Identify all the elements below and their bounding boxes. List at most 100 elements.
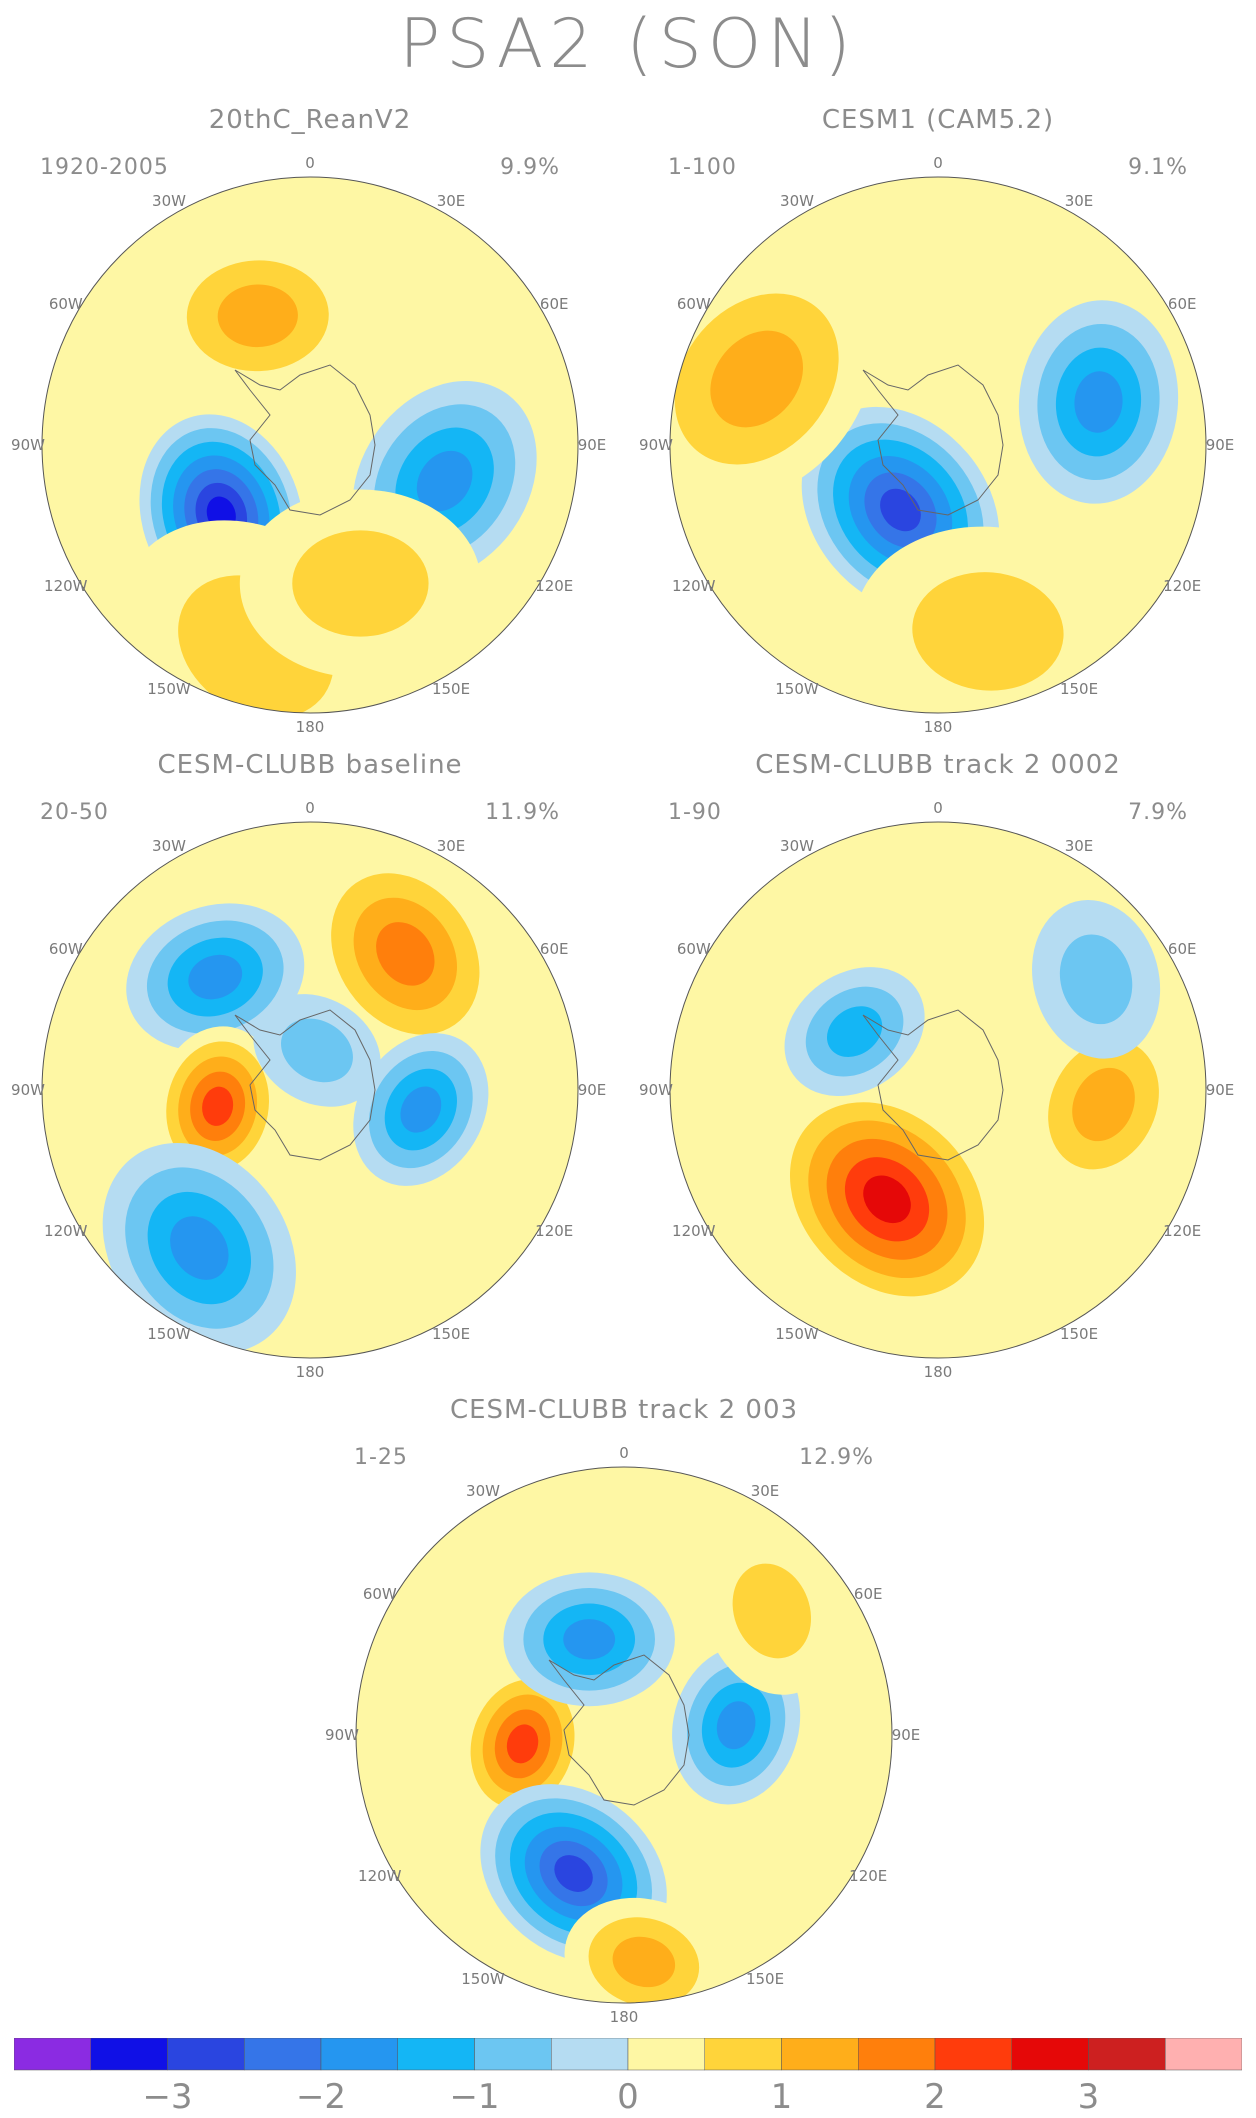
- colorbar-swatch: [934, 2038, 1012, 2071]
- colorbar-swatch: [858, 2038, 936, 2071]
- longitude-label: 60E: [540, 295, 569, 313]
- polar-map: 0 30E 60E 90E 120E 150E 180 150W 120W 90W 60W 30W: [639, 799, 1235, 1381]
- colorbar-swatch: [244, 2038, 322, 2071]
- longitude-label: 150E: [1060, 680, 1098, 698]
- antarctica-coastline: [234, 1009, 376, 1161]
- longitude-label: 120E: [535, 1222, 573, 1240]
- panel-title: CESM-CLUBB baseline: [157, 750, 463, 780]
- map-panel: CESM1 (CAM5.2) 1-100 9.1% 0 30E 60E 90E 120E 150…: [628, 105, 1248, 745]
- antarctica-coastline: [862, 1009, 1004, 1161]
- longitude-label: 0: [933, 154, 943, 172]
- longitude-label: 0: [933, 799, 943, 817]
- period-label: 1-100: [668, 155, 737, 180]
- polar-map: 0 30E 60E 90E 120E 150E 180 150W 120W 90W 60W 30W: [11, 154, 607, 736]
- colorbar-swatch: [167, 2038, 245, 2071]
- colorbar-tick-label: 2: [924, 2077, 946, 2117]
- antarctica-coastline: [234, 364, 376, 516]
- panel-title: CESM1 (CAM5.2): [821, 105, 1055, 135]
- longitude-label: 30E: [751, 1482, 780, 1500]
- antarctica-coastline: [548, 1654, 690, 1806]
- anomaly-contour: [612, 1936, 676, 1988]
- longitude-label: 90W: [639, 1081, 673, 1099]
- longitude-label: 90E: [578, 436, 607, 454]
- anomaly-contour: [376, 922, 435, 986]
- anomaly-contour: [880, 488, 921, 532]
- anomaly-contour: [188, 954, 243, 1000]
- anomaly-contour: [416, 450, 473, 512]
- longitude-label: 30W: [466, 1482, 500, 1500]
- map-panel: CESM-CLUBB track 2 0002 1-90 7.9% 0 30E 60E 90…: [628, 750, 1248, 1390]
- colorbar-tick-label: −2: [296, 2077, 346, 2117]
- longitude-label: 30E: [1065, 192, 1094, 210]
- anomaly-contour: [1072, 1067, 1135, 1142]
- panel-title: 20thC_ReanV2: [208, 105, 412, 135]
- colorbar-tick-label: 3: [1078, 2077, 1100, 2117]
- colorbar-swatch: [14, 2038, 91, 2071]
- longitude-label: 120E: [1163, 1222, 1201, 1240]
- anomaly-contour: [506, 1724, 539, 1764]
- anomaly-contour: [1074, 371, 1123, 433]
- colorbar-tick-label: 1: [771, 2077, 793, 2117]
- colorbar-tick-label: −1: [449, 2077, 499, 2117]
- longitude-label: 150W: [147, 1325, 191, 1343]
- anomaly-contour: [554, 1855, 593, 1892]
- longitude-label: 60E: [1168, 940, 1197, 958]
- colorbar-tick-label: −3: [142, 2077, 192, 2117]
- longitude-label: 30W: [780, 192, 814, 210]
- map-border: [669, 821, 1207, 1359]
- colorbar-swatch: [90, 2038, 168, 2071]
- anomaly-contour: [202, 1086, 234, 1126]
- colorbar-swatch: [1088, 2038, 1166, 2071]
- longitude-label: 90W: [325, 1726, 359, 1744]
- longitude-label: 120W: [358, 1867, 402, 1885]
- anomaly-contour: [400, 1086, 442, 1133]
- anomaly-contour: [732, 1563, 812, 1659]
- map-panel: CESM-CLUBB track 2 003 1-25 12.9% 0 30E 60E 90…: [314, 1395, 934, 2035]
- longitude-label: 30E: [437, 837, 466, 855]
- longitude-label: 30E: [1065, 837, 1094, 855]
- longitude-label: 60W: [677, 940, 711, 958]
- longitude-label: 180: [610, 2008, 639, 2026]
- colorbar-swatch: [320, 2038, 398, 2071]
- variance-label: 12.9%: [799, 1445, 874, 1470]
- longitude-label: 180: [924, 718, 953, 736]
- colorbar-swatch: [627, 2038, 705, 2071]
- colorbar-swatch: [474, 2038, 552, 2071]
- colorbar-swatch: [397, 2038, 475, 2071]
- longitude-label: 60W: [677, 295, 711, 313]
- anomaly-contour: [716, 1701, 756, 1750]
- colorbar-swatch: [781, 2038, 859, 2071]
- longitude-label: 150E: [432, 680, 470, 698]
- anomaly-contour: [710, 330, 804, 428]
- anomaly-contour: [217, 284, 298, 348]
- longitude-label: 60E: [854, 1585, 883, 1603]
- longitude-label: 60E: [1168, 295, 1197, 313]
- longitude-label: 150E: [432, 1325, 470, 1343]
- panel-title: CESM-CLUBB track 2 003: [449, 1395, 799, 1425]
- longitude-label: 90E: [892, 1726, 921, 1744]
- longitude-label: 90E: [1206, 1081, 1235, 1099]
- longitude-label: 90W: [11, 1081, 45, 1099]
- longitude-label: 0: [619, 1444, 629, 1462]
- longitude-label: 120W: [44, 1222, 88, 1240]
- anomaly-contour: [563, 1619, 616, 1660]
- period-label: 20-50: [40, 800, 109, 825]
- longitude-label: 60W: [363, 1585, 397, 1603]
- period-label: 1920-2005: [40, 155, 169, 180]
- longitude-label: 90E: [578, 1081, 607, 1099]
- polar-map: 0 30E 60E 90E 120E 150E 180 150W 120W 90W 60W 30W: [11, 799, 607, 1381]
- longitude-label: 60W: [49, 940, 83, 958]
- variance-label: 11.9%: [485, 800, 560, 825]
- anomaly-contour: [863, 1175, 911, 1224]
- longitude-label: 120W: [672, 1222, 716, 1240]
- map-panel: CESM-CLUBB baseline 20-50 11.9% 0 30E 60E 90E 1…: [0, 750, 620, 1390]
- variance-label: 9.1%: [1128, 155, 1188, 180]
- longitude-label: 150W: [775, 680, 819, 698]
- longitude-label: 150W: [775, 1325, 819, 1343]
- anomaly-contour: [170, 1216, 229, 1280]
- longitude-label: 30W: [780, 837, 814, 855]
- longitude-label: 0: [305, 154, 315, 172]
- antarctica-coastline: [862, 364, 1004, 516]
- longitude-label: 30W: [152, 837, 186, 855]
- longitude-label: 180: [296, 718, 325, 736]
